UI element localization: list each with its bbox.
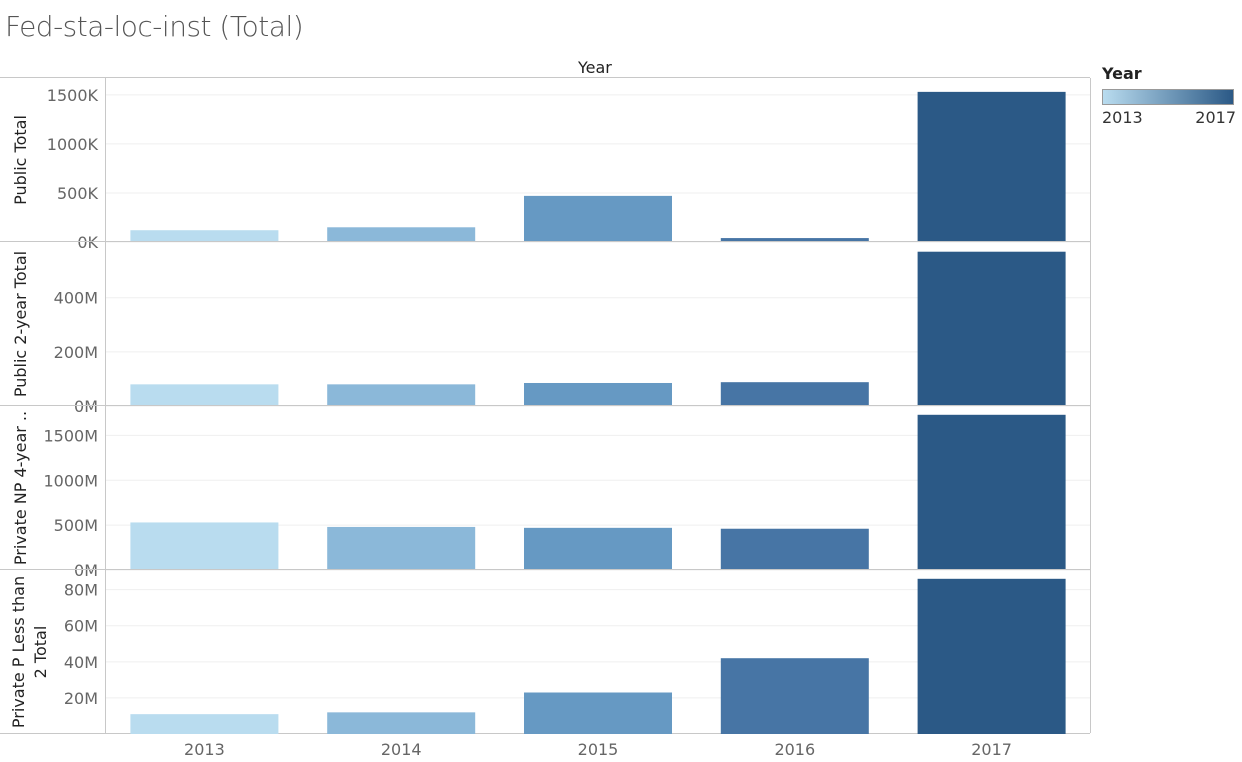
bar-2016 — [720, 658, 869, 734]
x-tick-label: 2014 — [381, 740, 422, 759]
x-tick-label: 2017 — [971, 740, 1012, 759]
bar-2016 — [720, 238, 869, 242]
bar-2017 — [917, 578, 1066, 734]
bar-2013 — [130, 714, 279, 734]
y-tick-label: 1500K — [47, 86, 99, 105]
bar-2017 — [917, 251, 1066, 406]
bar-2017 — [917, 91, 1066, 243]
y-tick-label: 400M — [54, 289, 98, 308]
x-tick-label: 2013 — [184, 740, 225, 759]
legend-title: Year — [1102, 64, 1142, 83]
color-legend[interactable]: Year 2013 2017 — [1102, 64, 1236, 127]
column-header: Year — [578, 58, 612, 77]
bar-2015 — [524, 195, 672, 242]
y-tick-label: 1000M — [43, 471, 98, 490]
y-tick-label: 0M — [74, 397, 98, 416]
y-tick-label: 500K — [57, 184, 99, 203]
y-tick-label: 0M — [74, 561, 98, 580]
y-tick-label: 60M — [64, 617, 98, 636]
panel-2: 0M 200M 400M Public 2-year Total — [0, 241, 1090, 416]
bar-2014 — [327, 227, 476, 242]
x-tick-label: 2016 — [774, 740, 815, 759]
legend-max-label: 2017 — [1195, 108, 1236, 127]
row-label: 2 Total — [31, 626, 50, 679]
y-tick-label: 1000K — [47, 135, 99, 154]
bar-2013 — [130, 230, 279, 242]
bar-2016 — [720, 528, 869, 570]
bar-2015 — [524, 692, 672, 734]
y-tick-label: 500M — [54, 516, 98, 535]
y-tick-label: 0K — [77, 233, 98, 252]
bar-2014 — [327, 526, 476, 570]
bar-2013 — [130, 384, 279, 406]
row-label: Private NP 4-year .. — [11, 411, 30, 565]
bar-2014 — [327, 384, 476, 406]
x-tick-label: 2015 — [578, 740, 619, 759]
legend-gradient — [1102, 89, 1234, 105]
bar-2017 — [917, 414, 1066, 570]
bar-2016 — [720, 382, 869, 406]
bar-2015 — [524, 382, 672, 406]
y-tick-label: 40M — [64, 653, 98, 672]
y-tick-label: 80M — [64, 581, 98, 600]
chart-title: Fed-sta-loc-inst (Total) — [5, 10, 304, 43]
row-label: Private P Less than — [9, 576, 28, 728]
row-label: Public Total — [11, 115, 30, 205]
row-label: Public 2-year Total — [11, 251, 30, 397]
y-tick-label: 20M — [64, 689, 98, 708]
panel-3: 0M 500M 1000M 1500M Private NP 4-year .. — [0, 405, 1090, 580]
panel-1: 0K 500K 1000K 1500K Public Total — [11, 86, 1090, 252]
bar-2015 — [524, 527, 672, 570]
bar-2013 — [130, 522, 279, 570]
bar-2014 — [327, 712, 476, 734]
y-tick-label: 1500M — [43, 426, 98, 445]
panel-4: 20M 40M 60M 80M Private P Less than 2 Total — [0, 569, 1090, 734]
legend-min-label: 2013 — [1102, 108, 1143, 127]
y-tick-label: 200M — [54, 343, 98, 362]
